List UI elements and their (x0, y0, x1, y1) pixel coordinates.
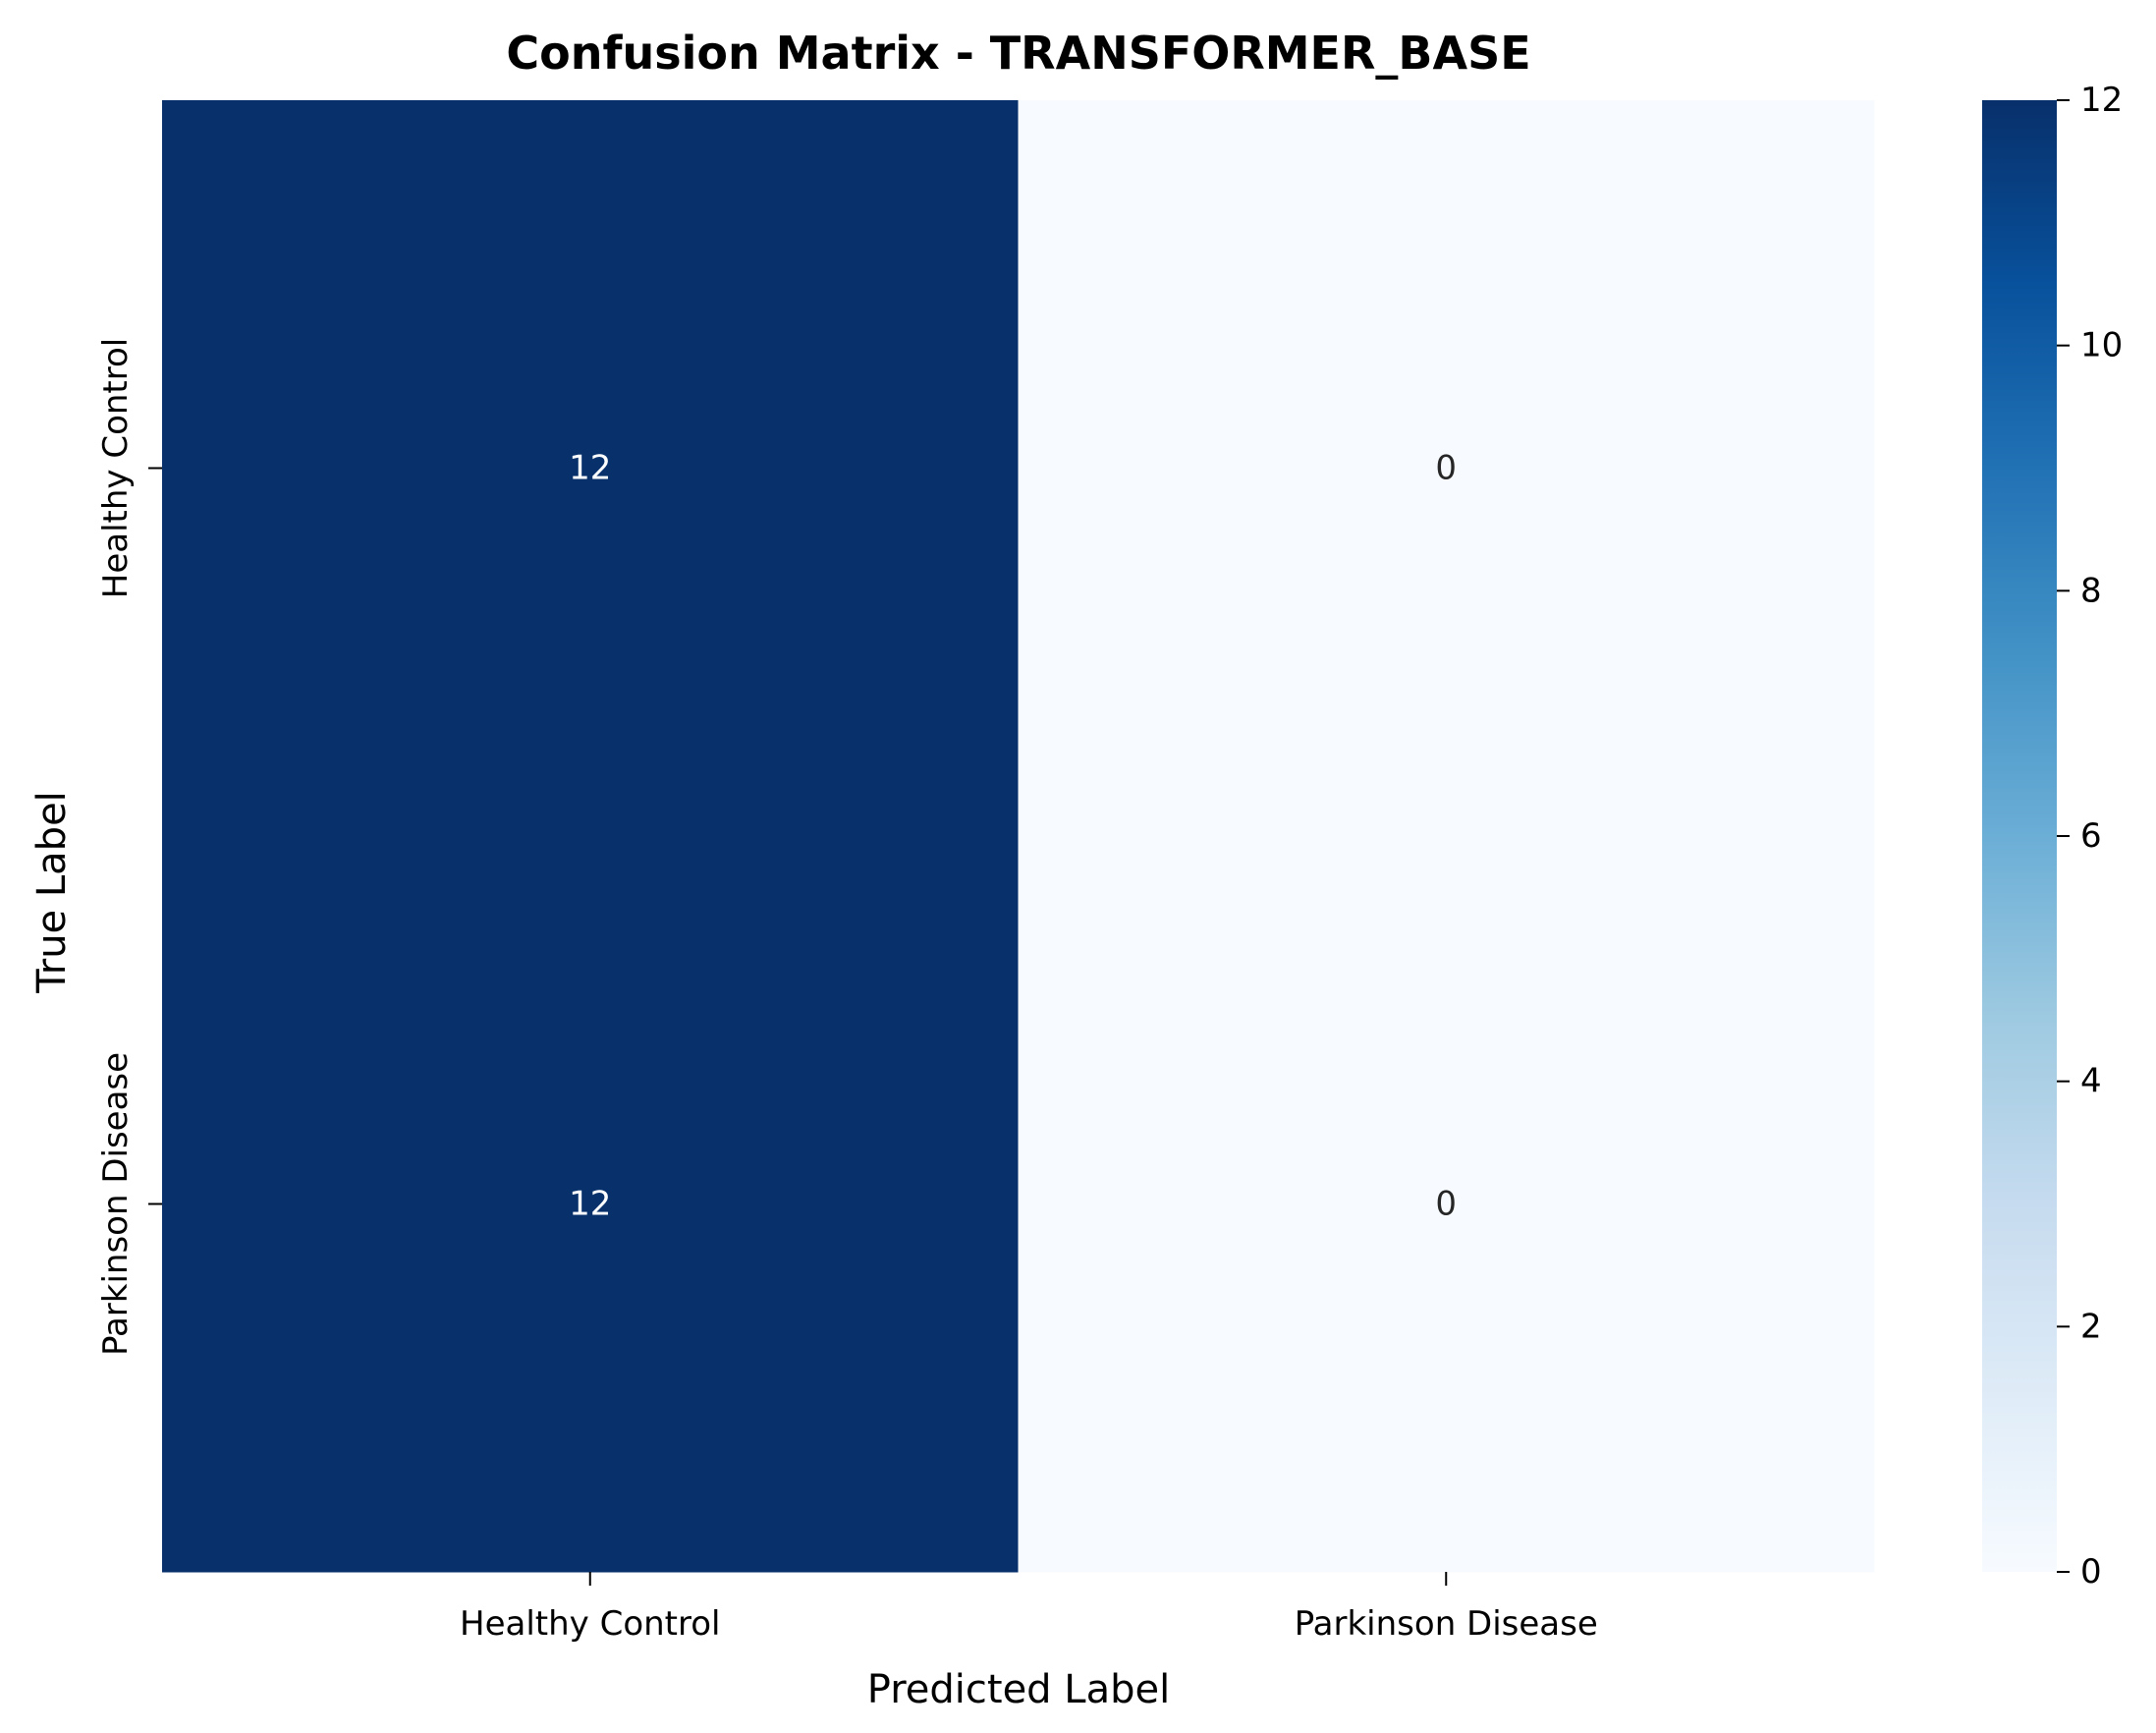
x-axis-label: Predicted Label (867, 1667, 1170, 1712)
colorbar-tick-label: 8 (2080, 571, 2102, 610)
cell-value-label: 12 (569, 449, 611, 488)
y-axis-label: True Label (29, 791, 75, 994)
cell-value-label: 0 (1435, 1185, 1457, 1224)
heatmap-cell (162, 836, 1019, 1573)
x-tick-label: Healthy Control (460, 1604, 720, 1644)
x-axis: Healthy Control Parkinson Disease (460, 1572, 1598, 1644)
cell-value-label: 0 (1435, 449, 1457, 488)
heatmap-cell (1018, 836, 1875, 1573)
y-tick-label: Healthy Control (96, 338, 136, 598)
heatmap-cells (162, 100, 1875, 1573)
chart-title: Confusion Matrix - TRANSFORMER_BASE (506, 27, 1530, 80)
cell-value-label: 12 (569, 1185, 611, 1224)
colorbar-tick-label: 0 (2080, 1552, 2102, 1592)
heatmap-cell (1018, 100, 1875, 837)
colorbar-tick-label: 12 (2080, 81, 2123, 120)
colorbar-tick-label: 4 (2080, 1062, 2102, 1101)
x-tick-label: Parkinson Disease (1295, 1604, 1598, 1644)
y-axis: Healthy Control Parkinson Disease (96, 338, 162, 1356)
colorbar-tick-label: 10 (2080, 326, 2123, 365)
cell-annotations: 12 0 12 0 (569, 449, 1457, 1224)
heatmap-cell (162, 100, 1019, 837)
colorbar (1982, 100, 2057, 1572)
colorbar-tick-label: 6 (2080, 816, 2102, 856)
colorbar-tick-label: 2 (2080, 1307, 2102, 1346)
colorbar-ticks: 0 2 4 6 8 10 12 (2057, 81, 2123, 1592)
y-tick-label: Parkinson Disease (96, 1052, 136, 1356)
